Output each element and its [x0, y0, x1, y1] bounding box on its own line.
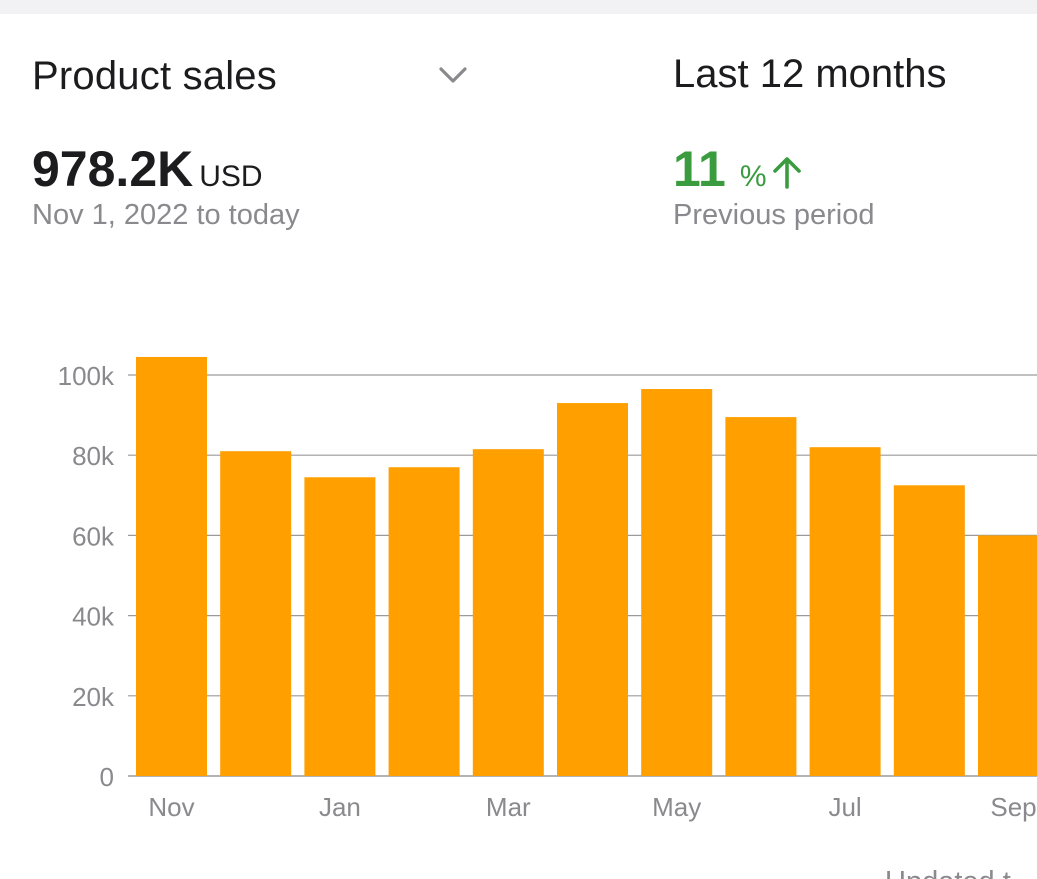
change-value: 11	[673, 141, 726, 197]
date-range: Nov 1, 2022 to today	[32, 199, 300, 231]
y-tick-label: 100k	[58, 361, 115, 391]
x-axis-labels: Nov Jan Mar May Jul Sep	[148, 792, 1036, 822]
x-tick-label: Sep	[990, 792, 1036, 822]
x-tick-label: Jul	[828, 792, 861, 822]
y-tick-label: 60k	[72, 521, 115, 551]
bar-mar[interactable]	[472, 449, 544, 776]
period-selector[interactable]: Last 12 months	[673, 52, 947, 96]
y-tick-label: 0	[100, 762, 114, 792]
top-bar	[0, 0, 1037, 14]
previous-period-label: Previous period	[673, 199, 875, 231]
y-tick-label: 20k	[72, 682, 115, 712]
bar-apr[interactable]	[557, 403, 628, 776]
total-unit: USD	[199, 160, 263, 193]
updated-text: Updated t	[885, 866, 1011, 879]
y-tick-label: 80k	[72, 441, 115, 471]
total-sales: 978.2K USD	[32, 140, 263, 198]
bar-jun[interactable]	[725, 417, 797, 776]
metric-label: Product sales	[32, 53, 277, 98]
bar-may[interactable]	[641, 389, 713, 776]
x-tick-label: May	[652, 792, 701, 822]
bar-nov[interactable]	[136, 356, 207, 776]
change-indicator: 11 %	[673, 140, 803, 198]
chevron-down-icon[interactable]	[436, 58, 470, 92]
x-tick-label: Mar	[486, 792, 531, 822]
y-tick-label: 40k	[72, 602, 115, 632]
total-value: 978.2K	[32, 141, 194, 197]
metric-selector[interactable]: Product sales	[32, 52, 472, 100]
arrow-up-icon	[772, 157, 801, 189]
bar-dec[interactable]	[220, 451, 292, 776]
x-tick-label: Jan	[319, 792, 361, 822]
bars	[136, 356, 1037, 776]
y-axis-labels: 0 20k 40k 60k 80k 100k	[58, 361, 115, 792]
bar-jan[interactable]	[304, 477, 376, 776]
bar-feb[interactable]	[388, 467, 460, 776]
change-unit: %	[739, 160, 767, 193]
bar-sep[interactable]	[978, 535, 1037, 776]
x-tick-label: Nov	[148, 792, 194, 822]
sales-bar-chart: 0 20k 40k 60k 80k 100k Nov Jan Mar May Jul Sep	[58, 356, 1037, 822]
bar-aug[interactable]	[893, 485, 965, 776]
bar-jul[interactable]	[809, 447, 881, 776]
